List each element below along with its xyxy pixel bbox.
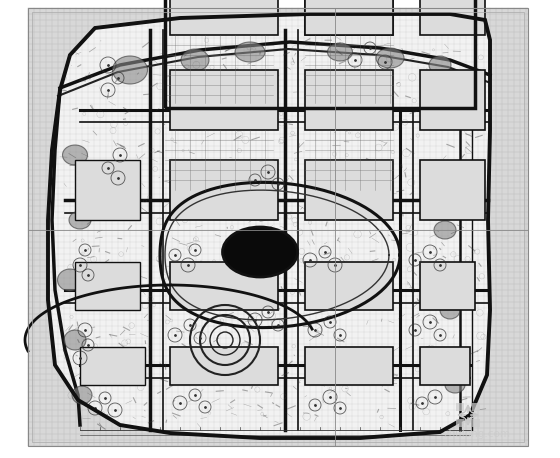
Ellipse shape [376,48,404,68]
Ellipse shape [445,377,465,393]
Polygon shape [48,14,490,438]
Ellipse shape [429,56,451,74]
Bar [472,403,480,411]
Bar [456,403,464,411]
Bar [170,160,278,220]
Bar [472,419,480,427]
Ellipse shape [58,269,82,291]
Bar [305,70,393,130]
Bar [305,262,393,310]
Bar [456,419,464,427]
Ellipse shape [434,221,456,239]
Bar [420,70,485,130]
Bar [80,347,145,385]
Ellipse shape [235,42,265,62]
Bar [305,0,393,35]
Ellipse shape [64,330,86,350]
Ellipse shape [181,49,209,71]
Bar [75,262,140,310]
Ellipse shape [72,386,92,404]
Bar [305,160,393,220]
Bar [305,0,393,35]
Bar [420,347,470,385]
Bar [170,262,278,310]
Bar [32,12,524,442]
Bar [28,8,528,446]
Bar [75,160,140,220]
Bar [170,0,278,35]
Bar [165,0,475,108]
Text: zhulong.com: zhulong.com [443,429,510,439]
Ellipse shape [113,56,147,84]
Bar [420,160,485,220]
Ellipse shape [69,211,91,229]
Bar [28,8,528,446]
Bar [420,262,475,310]
Bar [170,347,278,385]
Ellipse shape [63,145,87,165]
Ellipse shape [440,301,460,319]
Ellipse shape [222,227,297,277]
Ellipse shape [328,43,352,61]
Bar [305,347,393,385]
Bar [420,0,485,35]
Polygon shape [48,14,490,438]
Bar [170,70,278,130]
